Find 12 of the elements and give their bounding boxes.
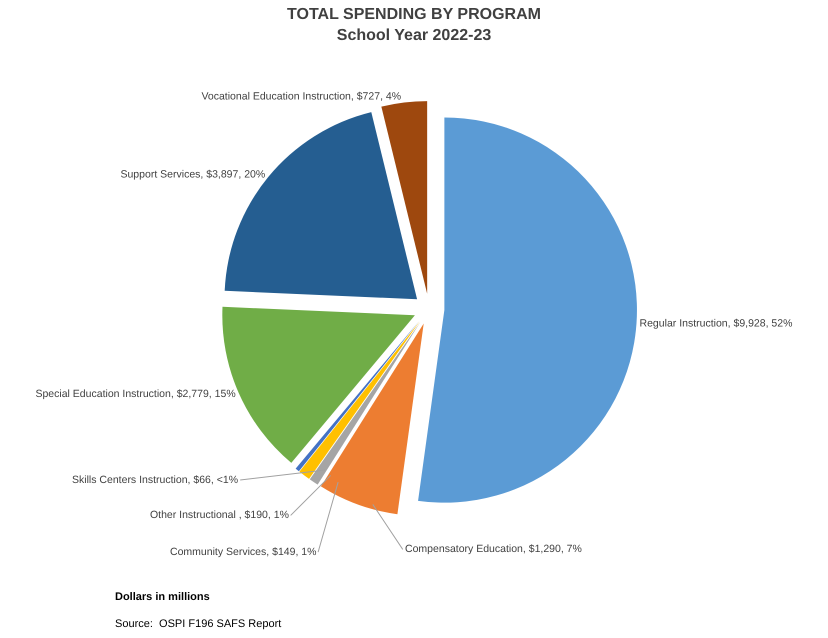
slice-label: Support Services, $3,897, 20% <box>120 168 266 181</box>
chart-title: TOTAL SPENDING BY PROGRAM <box>287 6 541 24</box>
slice-label: Regular Instruction, $9,928, 52% <box>640 317 792 330</box>
slice-label: Skills Centers Instruction, $66, <1% <box>72 474 238 486</box>
source-note: Source: OSPI F196 SAFS Report <box>115 618 282 630</box>
slice-label: Vocational Education Instruction, $727, 4% <box>201 90 402 103</box>
slice-label: Community Services, $149, 1% <box>170 546 316 558</box>
slice-label: Special Education Instruction, $2,779, 15% <box>35 388 236 400</box>
chart-subtitle: School Year 2022-23 <box>336 26 492 44</box>
text: Dollars in millions <box>115 591 210 603</box>
slice-label: Compensatory Education, $1,290, 7% <box>405 543 582 555</box>
slice-label: Other Instructional , $190, 1% <box>150 509 289 521</box>
